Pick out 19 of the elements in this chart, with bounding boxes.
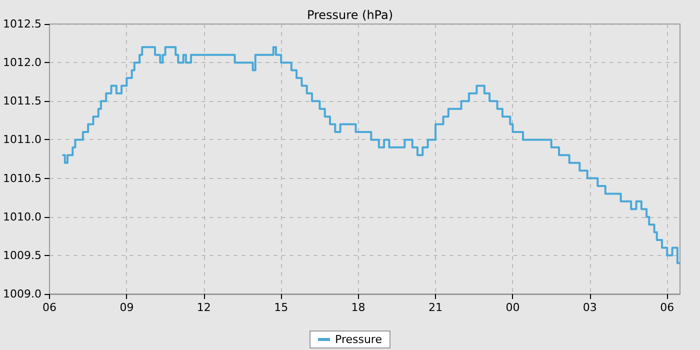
x-tick-label: 18 — [351, 301, 366, 314]
x-tick-label: 12 — [196, 301, 211, 314]
y-tick-label: 1009.0 — [2, 288, 42, 300]
y-tick-label: 1011.5 — [2, 94, 42, 108]
chart-title: Pressure (hPa) — [306, 8, 394, 22]
x-tick-label: 15 — [274, 301, 288, 314]
y-tick-label: 1012.0 — [2, 56, 42, 70]
legend-label: Pressure — [335, 333, 382, 346]
y-tick-label: 1012.5 — [2, 18, 42, 30]
x-tick-label: 06 — [660, 301, 674, 314]
y-tick-label: 1009.5 — [2, 248, 42, 262]
x-tick-label: 00 — [506, 301, 520, 314]
x-tick-label: 06 — [42, 301, 56, 314]
x-tick-label: 03 — [582, 301, 597, 314]
y-tick-label: 1010.0 — [2, 210, 42, 224]
x-tick-label: 09 — [120, 301, 134, 314]
y-tick-label: 1011.0 — [2, 133, 42, 146]
x-tick-label: 21 — [428, 301, 443, 314]
y-tick-label: 1010.5 — [2, 172, 42, 185]
